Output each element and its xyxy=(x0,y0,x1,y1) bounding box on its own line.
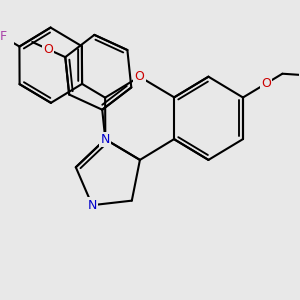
Text: O: O xyxy=(261,77,271,90)
Text: N: N xyxy=(100,133,110,146)
Text: F: F xyxy=(0,30,7,43)
Text: N: N xyxy=(88,199,97,212)
Text: O: O xyxy=(135,70,145,83)
Text: O: O xyxy=(43,43,53,56)
